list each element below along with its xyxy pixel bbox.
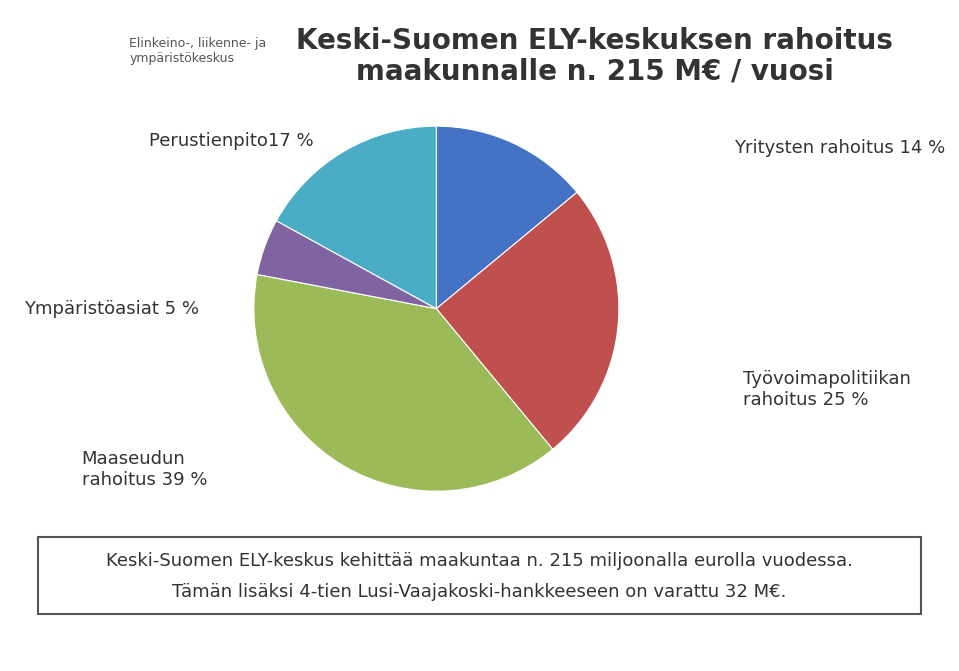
Wedge shape	[254, 274, 552, 491]
Text: Perustienpito17 %: Perustienpito17 %	[149, 132, 314, 150]
Text: 25.1.2011: 25.1.2011	[767, 638, 844, 654]
Text: 6: 6	[892, 638, 901, 654]
Wedge shape	[276, 126, 436, 309]
Text: maakunnalle n. 215 M€ / vuosi: maakunnalle n. 215 M€ / vuosi	[356, 57, 833, 85]
Text: Keski-Suomen ELY-keskus kehittää maakuntaa n. 215 miljoonalla eurolla vuodessa.: Keski-Suomen ELY-keskus kehittää maakunt…	[106, 552, 853, 570]
Text: Maaseudun
rahoitus 39 %: Maaseudun rahoitus 39 %	[82, 450, 207, 489]
Text: Keski-Suomen ELY-keskuksen rahoitus: Keski-Suomen ELY-keskuksen rahoitus	[296, 27, 893, 55]
Text: Ympäristöasiat 5 %: Ympäristöasiat 5 %	[24, 300, 199, 317]
Text: Työvoimapolitiikan
rahoitus 25 %: Työvoimapolitiikan rahoitus 25 %	[743, 370, 911, 409]
Text: Elinkeino-, liikenne- ja
ympäristökeskus: Elinkeino-, liikenne- ja ympäristökeskus	[129, 37, 267, 65]
FancyBboxPatch shape	[38, 537, 921, 614]
Text: Tämän lisäksi 4-tien Lusi-Vaajakoski-hankkeeseen on varattu 32 M€.: Tämän lisäksi 4-tien Lusi-Vaajakoski-han…	[173, 583, 786, 601]
Wedge shape	[257, 221, 436, 309]
Wedge shape	[436, 126, 577, 309]
Text: Yritysten rahoitus 14 %: Yritysten rahoitus 14 %	[734, 139, 945, 156]
Wedge shape	[436, 193, 619, 450]
